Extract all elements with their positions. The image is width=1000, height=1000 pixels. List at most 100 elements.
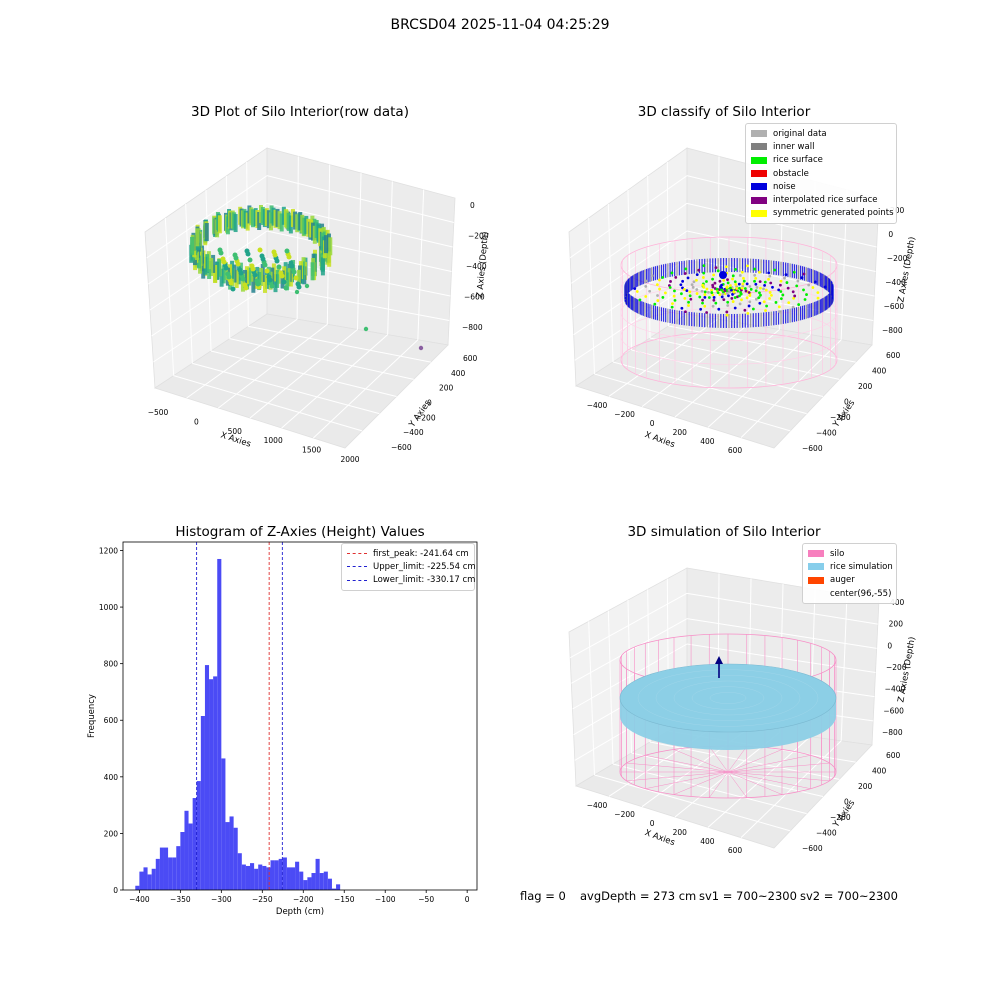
y-tick-label: 200	[858, 782, 873, 791]
data-point	[827, 277, 829, 292]
data-point	[190, 236, 195, 255]
data-point	[777, 288, 781, 292]
data-point	[751, 307, 755, 311]
data-point	[290, 209, 295, 228]
data-point	[731, 277, 734, 281]
data-point	[762, 287, 765, 291]
data-point	[661, 296, 665, 299]
legend-entry: center(96,-55)	[808, 587, 891, 600]
z-axis-label: Z Axies (Depth)	[475, 231, 491, 298]
data-point	[718, 293, 722, 296]
data-point	[233, 255, 239, 261]
data-point	[714, 266, 718, 270]
data-point	[738, 274, 742, 277]
x-tick-label: 500	[228, 427, 243, 436]
data-point	[792, 296, 796, 300]
data-point	[695, 292, 699, 295]
data-point	[809, 268, 811, 283]
data-point	[252, 272, 258, 278]
rice-surface-top	[619, 663, 837, 733]
histogram-axes: −400 −350 −300 −250 −200 −150 −100 −50 0 0 200 400 6…	[87, 541, 478, 917]
histogram-bar	[217, 558, 222, 890]
data-point	[221, 265, 226, 284]
data-point	[711, 277, 714, 281]
x-tick-label: 0	[465, 895, 470, 904]
data-point	[702, 271, 706, 275]
data-point	[777, 305, 781, 309]
data-point	[754, 276, 758, 280]
data-point	[674, 275, 678, 279]
data-point	[277, 211, 282, 230]
data-point	[791, 263, 793, 278]
silo-floor-spoke	[673, 749, 729, 773]
silo-floor-spoke	[709, 771, 729, 798]
data-point	[715, 287, 719, 291]
footer-sv1: sv1 = 700~2300	[699, 889, 797, 903]
data-point	[304, 283, 310, 289]
plot1-panes	[144, 147, 456, 449]
z-tick-label: 200	[890, 206, 905, 215]
data-point	[822, 273, 824, 288]
data-point	[695, 273, 699, 277]
data-point	[795, 264, 798, 279]
data-point	[764, 288, 768, 292]
data-point	[627, 293, 630, 308]
data-point	[247, 257, 253, 263]
y-tick-label: 200	[858, 382, 873, 391]
data-point	[670, 271, 674, 275]
data-point	[702, 264, 706, 268]
x-tick-label: 1000	[264, 436, 283, 445]
legend-label: rice surface	[773, 155, 823, 166]
histogram-bar	[237, 853, 242, 890]
data-point	[644, 269, 646, 284]
legend-entry: Lower_limit: -330.17 cm	[347, 574, 475, 587]
histogram-bar	[143, 867, 148, 890]
data-point	[819, 299, 821, 314]
data-point	[787, 309, 789, 324]
histogram-bar	[204, 665, 210, 890]
legend-entry: Upper_limit: -225.54 cm	[347, 560, 476, 573]
grid-line	[574, 285, 688, 361]
data-point	[703, 304, 707, 308]
data-point	[720, 313, 722, 328]
data-point	[273, 209, 278, 228]
histogram-vlines	[196, 542, 283, 890]
data-point	[750, 313, 752, 328]
data-point	[703, 290, 707, 294]
histogram-bar	[315, 858, 320, 890]
y-tick-label: 1000	[99, 603, 118, 612]
data-point	[669, 262, 671, 277]
histogram-bar	[299, 871, 304, 890]
rice-mesh-ring	[691, 686, 765, 710]
data-point	[743, 308, 747, 312]
data-point	[283, 285, 289, 291]
data-point	[725, 291, 729, 295]
data-point	[793, 294, 797, 298]
data-point	[672, 294, 676, 298]
data-point	[683, 260, 685, 275]
data-point	[697, 268, 701, 272]
data-point	[698, 259, 701, 274]
rice-mesh-ring	[655, 675, 801, 721]
data-point	[232, 264, 237, 283]
data-point	[635, 273, 637, 288]
y-tick-label: −600	[802, 844, 823, 853]
data-point	[760, 312, 762, 327]
data-point	[733, 296, 737, 299]
plot3-legend: first_peak: -241.64 cm Upper_limit: -225…	[341, 543, 476, 591]
legend-entry: silo	[808, 547, 891, 560]
y-tick-label: 800	[104, 660, 119, 669]
data-point	[671, 262, 673, 277]
data-point	[647, 303, 649, 318]
data-point	[647, 268, 649, 283]
legend-line	[347, 553, 367, 555]
data-point	[266, 210, 271, 229]
data-point	[716, 291, 720, 295]
data-point	[792, 270, 796, 274]
data-point	[739, 313, 741, 328]
histogram-bar	[241, 864, 246, 890]
data-point	[723, 289, 727, 293]
data-point	[698, 295, 702, 299]
data-point	[803, 305, 806, 320]
plot1-points	[189, 205, 424, 351]
